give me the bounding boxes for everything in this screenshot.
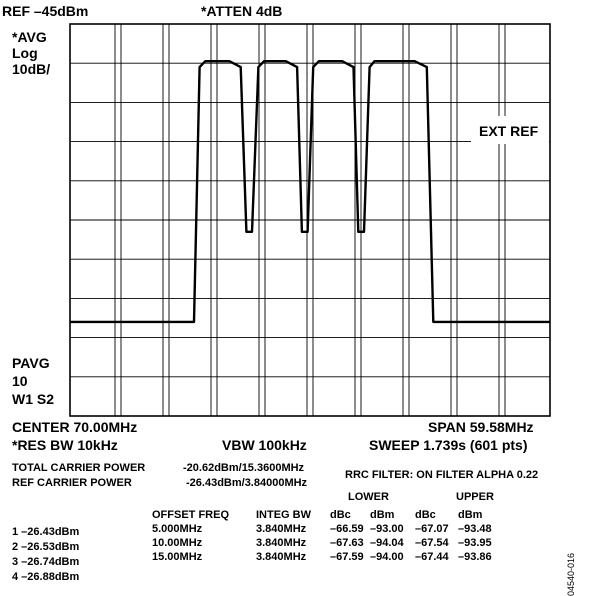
lower-dbm-cell: –94.04 [370,537,404,549]
span-label: SPAN 59.58MHz [428,419,534,435]
upper-group-header: UPPER [456,491,494,503]
offsets-table: OFFSET FREQ INTEG BW dBc dBm dBc dBm 5.0… [152,508,508,564]
log-label: Log [12,45,38,61]
upper-dbc-cell: –67.44 [415,551,449,563]
lower-dbc-header: dBc [330,509,351,521]
upper-dbc-cell: –67.54 [415,537,449,549]
upper-dbc-cell: –67.07 [415,523,449,535]
spectrum-trace [70,60,550,324]
carrier-power-3: 3 –26.74dBm [12,556,80,568]
integ-bw-cell: 3.840MHz [256,523,307,535]
upper-dbm-cell: –93.48 [458,523,492,535]
vbw-label: VBW 100kHz [222,437,307,453]
pavg-count-label: 10 [12,373,28,389]
ref-carrier-power-value: -26.43dBm/3.84000MHz [186,477,308,489]
pavg-label: PAVG [12,355,50,371]
center-freq-label: CENTER 70.00MHz [12,419,138,435]
plot-grid [69,23,551,417]
upper-dbm-header: dBm [458,509,483,521]
integ-bw-header: INTEG BW [256,509,311,521]
lower-dbm-cell: –94.00 [370,551,404,563]
lower-dbc-cell: –66.59 [330,523,364,535]
table-row: 5.000MHz 3.840MHz –66.59 –93.00 –67.07 –… [152,522,508,536]
scale-label: 10dB/ [12,61,51,77]
carrier-power-2: 2 –26.53dBm [12,541,80,553]
offset-freq-cell: 15.00MHz [152,551,203,563]
figure-id: 04540-016 [566,552,576,596]
res-bw-label: *RES BW 10kHz [12,437,118,453]
lower-dbc-cell: –67.63 [330,537,364,549]
lower-dbc-cell: –67.59 [330,551,364,563]
trace-mode-label: W1 S2 [12,391,55,407]
total-carrier-power-label: TOTAL CARRIER POWER [12,462,146,474]
offsets-header-row: OFFSET FREQ INTEG BW dBc dBm dBc dBm [152,508,508,522]
upper-dbc-header: dBc [415,509,436,521]
offset-freq-cell: 10.00MHz [152,537,203,549]
offset-freq-header: OFFSET FREQ [152,509,229,521]
avg-label: *AVG [12,29,47,45]
ref-level-label: REF –45dBm [2,3,89,19]
offset-freq-cell: 5.000MHz [152,523,203,535]
total-carrier-power-value: -20.62dBm/15.3600MHz [183,462,305,474]
rrc-filter-label: RRC FILTER: ON FILTER ALPHA 0.22 [345,469,539,481]
ext-ref-label: EXT REF [479,123,539,139]
lower-dbm-cell: –93.00 [370,523,404,535]
sweep-label: SWEEP 1.739s (601 pts) [369,437,528,453]
table-row: 15.00MHz 3.840MHz –67.59 –94.00 –67.44 –… [152,550,508,564]
upper-dbm-cell: –93.86 [458,551,492,563]
table-row: 10.00MHz 3.840MHz –67.63 –94.04 –67.54 –… [152,536,508,550]
carrier-power-1: 1 –26.43dBm [12,526,80,538]
carrier-power-4: 4 –26.88dBm [12,571,80,583]
spectrum-plot [69,23,551,417]
lower-group-header: LOWER [348,491,389,503]
atten-label: *ATTEN 4dB [201,3,283,19]
ref-carrier-power-label: REF CARRIER POWER [12,477,132,489]
integ-bw-cell: 3.840MHz [256,537,307,549]
trace-line [70,60,550,324]
integ-bw-cell: 3.840MHz [256,551,307,563]
ext-ref-box [471,116,549,144]
upper-dbm-cell: –93.95 [458,537,492,549]
lower-dbm-header: dBm [370,509,395,521]
